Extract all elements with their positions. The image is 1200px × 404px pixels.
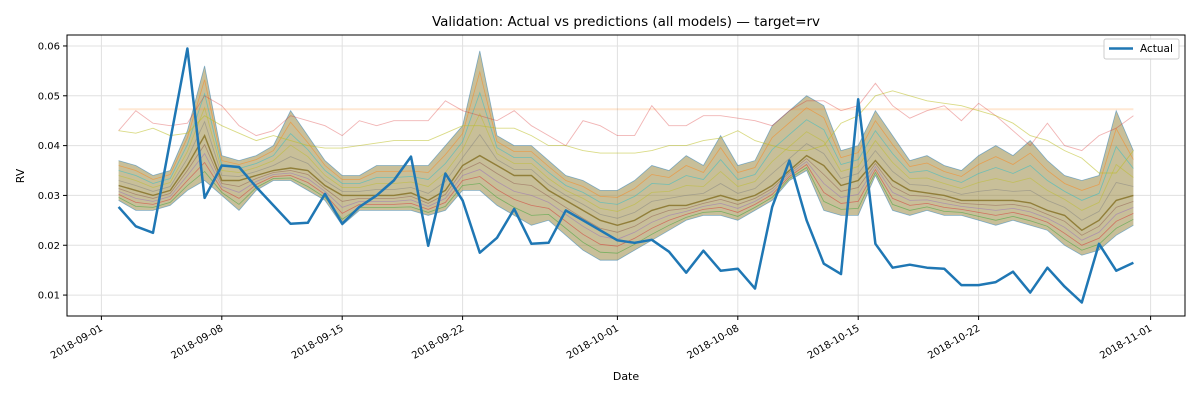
x-tick-label: 2018-11-01 (1098, 323, 1154, 362)
prediction-band (119, 51, 1134, 260)
y-tick-label: 0.01 (38, 291, 60, 302)
x-tick-label: 2018-10-15 (806, 323, 862, 362)
x-axis-label: Date (613, 370, 640, 383)
prediction-band-area (119, 51, 1134, 260)
y-tick-label: 0.03 (38, 191, 60, 202)
y-tick-label: 0.04 (38, 141, 60, 152)
prediction-outlier-line (119, 83, 1134, 150)
y-tick-label: 0.06 (38, 41, 60, 52)
x-tick-label: 2018-09-22 (410, 323, 466, 362)
x-tick-label: 2018-10-08 (685, 323, 741, 362)
legend: Actual (1104, 39, 1179, 59)
x-axis: 2018-09-01 2018-09-08 2018-09-15 2018-09-22… (49, 316, 1154, 362)
y-axis-label: RV (14, 168, 27, 183)
x-tick-label: 2018-10-22 (926, 323, 982, 362)
y-tick-label: 0.05 (38, 91, 60, 102)
y-tick-label: 0.02 (38, 241, 60, 252)
x-tick-label: 2018-09-01 (49, 323, 105, 362)
x-tick-label: 2018-09-08 (169, 323, 225, 362)
y-axis: 0.01 0.02 0.03 0.04 0.05 0.06 (38, 41, 67, 301)
x-tick-label: 2018-10-01 (565, 323, 621, 362)
x-tick-label: 2018-09-15 (290, 323, 346, 362)
legend-actual-label: Actual (1140, 43, 1173, 55)
chart-title: Validation: Actual vs predictions (all m… (432, 14, 820, 30)
